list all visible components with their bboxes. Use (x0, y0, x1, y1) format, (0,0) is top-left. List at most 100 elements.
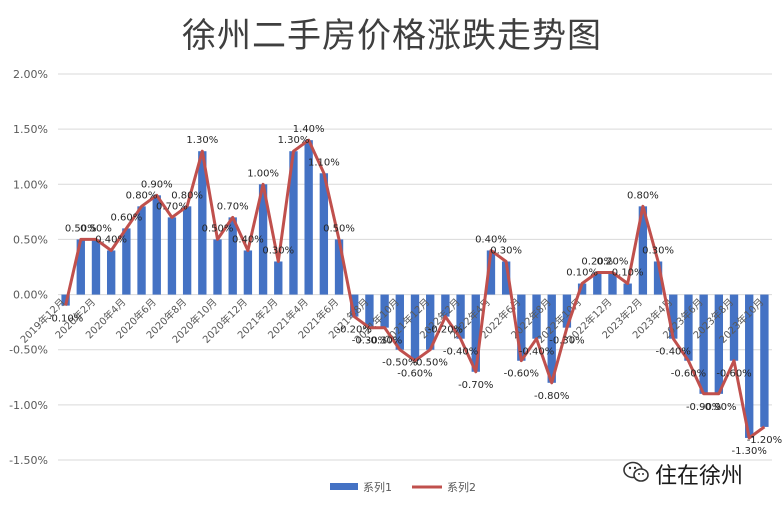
data-label: -0.90% (701, 402, 736, 413)
data-label: 0.40% (95, 234, 127, 245)
bar (198, 151, 207, 295)
data-label: 0.30% (642, 245, 674, 256)
y-tick-label: -1.00% (9, 399, 48, 412)
bar (426, 294, 435, 350)
data-label: 0.50% (65, 223, 97, 234)
data-label: 0.90% (141, 179, 173, 190)
data-label: 1.10% (308, 157, 340, 168)
bar (729, 294, 739, 361)
bar (152, 195, 161, 295)
data-label: 0.70% (217, 201, 249, 212)
data-label: -0.60% (716, 369, 751, 380)
y-tick-label: 1.50% (13, 123, 48, 136)
bar (501, 261, 511, 295)
legend-label: 系列2 (447, 480, 476, 494)
bar (106, 250, 116, 295)
data-label: -0.20% (428, 325, 463, 336)
data-label: 0.10% (566, 268, 598, 279)
y-tick-label: 2.00% (13, 68, 48, 81)
bar (547, 294, 556, 383)
bar (365, 294, 374, 328)
bar (258, 184, 268, 295)
bar (699, 294, 708, 394)
bar (122, 228, 131, 295)
data-label: 1.30% (186, 135, 218, 146)
legend-bar-swatch (330, 483, 358, 490)
data-label: 0.20% (581, 257, 613, 268)
bar (395, 294, 404, 350)
bar (638, 206, 648, 295)
bar (304, 140, 313, 295)
data-label: -0.80% (534, 391, 569, 402)
data-label: -0.30% (549, 336, 584, 347)
y-tick-label: 1.00% (13, 178, 48, 191)
data-label: 1.40% (293, 124, 325, 135)
bar (486, 250, 496, 295)
bar (228, 217, 237, 295)
y-tick-label: -1.50% (9, 454, 48, 467)
bar (562, 294, 572, 328)
bar (319, 173, 329, 295)
data-label: -0.40% (519, 347, 554, 358)
data-label: -0.30% (367, 336, 402, 347)
data-label: 0.70% (156, 201, 188, 212)
bar (91, 239, 101, 295)
data-label: -0.30% (352, 336, 387, 347)
data-label: -0.60% (504, 369, 539, 380)
data-label: 0.40% (232, 234, 264, 245)
data-label: 1.00% (247, 168, 279, 179)
data-label: 0.50% (80, 223, 112, 234)
data-label: -0.40% (443, 347, 478, 358)
bar (380, 294, 389, 328)
bar (213, 239, 222, 295)
chart-title: 徐州二手房价格涨跌走势图 (182, 16, 602, 56)
data-label: -0.70% (458, 380, 493, 391)
data-label: -0.40% (656, 347, 691, 358)
data-label: 0.80% (627, 190, 659, 201)
bar (653, 261, 663, 295)
data-label: -0.90% (686, 402, 721, 413)
bar (608, 272, 617, 295)
data-label: 0.50% (323, 223, 355, 234)
bar (517, 294, 526, 361)
bar (577, 283, 587, 295)
bar (669, 294, 678, 339)
bar (684, 294, 693, 361)
y-tick-label: 0.00% (13, 289, 48, 302)
data-label: -0.60% (397, 369, 432, 380)
bar (76, 239, 85, 295)
bar (456, 294, 465, 339)
data-label: 0.10% (612, 268, 644, 279)
data-label: 0.80% (171, 190, 203, 201)
bar (167, 217, 177, 295)
data-label: 0.30% (262, 245, 294, 256)
bar (745, 294, 754, 438)
data-label: -0.60% (671, 369, 706, 380)
bar (289, 151, 298, 295)
bar (714, 294, 724, 394)
data-label: -0.50% (412, 358, 447, 369)
y-tick-label: 0.50% (13, 233, 48, 246)
data-label: -0.20% (337, 325, 372, 336)
data-label: -0.50% (382, 358, 417, 369)
data-label: 0.60% (110, 212, 142, 223)
data-label: -1.30% (732, 446, 767, 457)
series-line (64, 138, 766, 440)
bar (410, 294, 420, 361)
bar (532, 294, 541, 339)
bar (182, 206, 192, 295)
bar (623, 283, 632, 295)
bar (334, 239, 344, 295)
watermark-text: 住在徐州 (655, 464, 744, 489)
data-label: 0.50% (202, 223, 234, 234)
data-label: -0.10% (48, 314, 83, 325)
data-label: 0.30% (490, 245, 522, 256)
bar (243, 250, 253, 295)
bar (350, 294, 359, 317)
data-label: 0.40% (475, 234, 507, 245)
legend-label: 系列1 (363, 480, 392, 494)
wechat-icon (623, 461, 649, 482)
y-tick-label: -0.50% (9, 344, 48, 357)
